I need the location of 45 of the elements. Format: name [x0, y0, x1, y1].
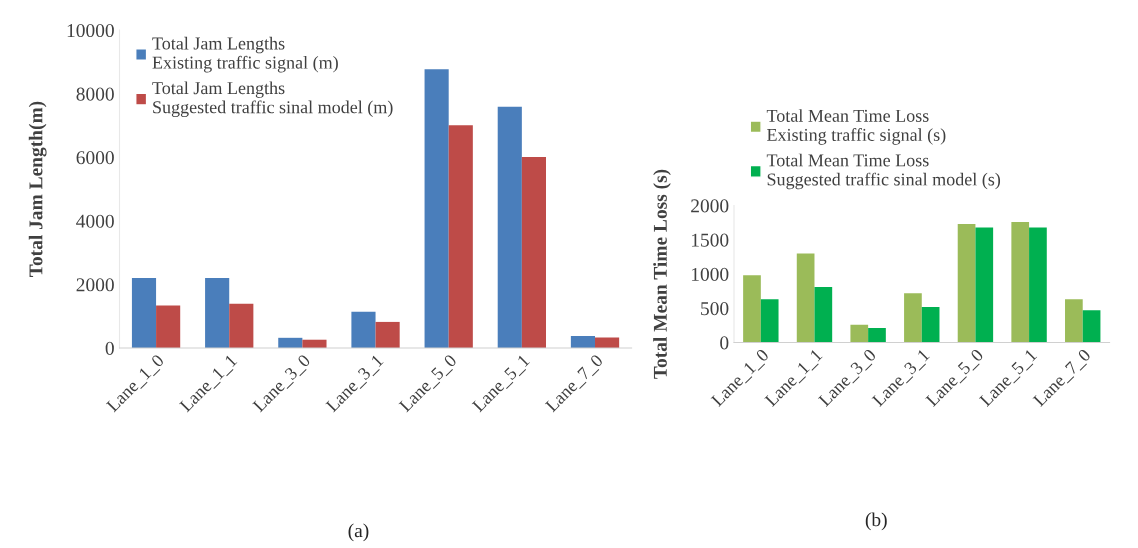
bar: [521, 156, 546, 348]
y-axis-title: Total Jam Length(m): [28, 101, 47, 277]
bar: [424, 69, 449, 348]
legend-label: Total Mean Time Loss Suggested traffic sinal model (s): [766, 153, 1001, 190]
bar: [868, 328, 886, 343]
legend-label: Total Jam Lengths Suggested traffic sinal model (m): [152, 81, 393, 118]
bar: [921, 306, 940, 343]
bar: [975, 227, 994, 343]
y-tick-label: 0: [105, 341, 114, 355]
y-tick-label: 2000: [691, 199, 729, 213]
bar: [156, 305, 181, 348]
bar: [1029, 227, 1047, 343]
y-tick-label: 6000: [76, 151, 114, 165]
y-tick-label: 1500: [691, 233, 729, 247]
bar: [904, 293, 922, 343]
bar: [760, 299, 779, 343]
bar: [1082, 310, 1101, 343]
text: (b): [865, 512, 887, 531]
y-axis-title: Total Mean Time Loss (s): [653, 169, 671, 379]
bar: [229, 303, 254, 348]
bar: [1065, 299, 1083, 343]
bar: [814, 287, 833, 343]
bar: [205, 278, 230, 348]
legend-label: Total Jam Lengths Existing traffic signal (m): [152, 36, 338, 73]
y-tick-label: 8000: [76, 87, 114, 101]
text: (a): [348, 523, 369, 542]
y-tick-label: 1000: [691, 267, 729, 281]
bar: [957, 224, 976, 343]
y-tick-label: 4000: [76, 214, 114, 228]
bar: [497, 106, 522, 348]
bar: [351, 311, 376, 348]
bar: [1011, 221, 1030, 343]
bar: [595, 337, 620, 348]
y-tick-label: 2000: [76, 278, 114, 292]
bar: [796, 253, 815, 343]
y-tick-label: 500: [701, 302, 729, 316]
y-tick-label: 10000: [67, 23, 114, 38]
bar: [131, 278, 157, 348]
y-tick-label: 0: [720, 336, 729, 350]
bar: [850, 324, 869, 343]
legend-label: Total Mean Time Loss Existing traffic signal (s): [766, 109, 946, 145]
bar: [448, 125, 473, 348]
bar: [570, 335, 596, 348]
bar: [743, 275, 761, 343]
bar: [375, 321, 400, 348]
